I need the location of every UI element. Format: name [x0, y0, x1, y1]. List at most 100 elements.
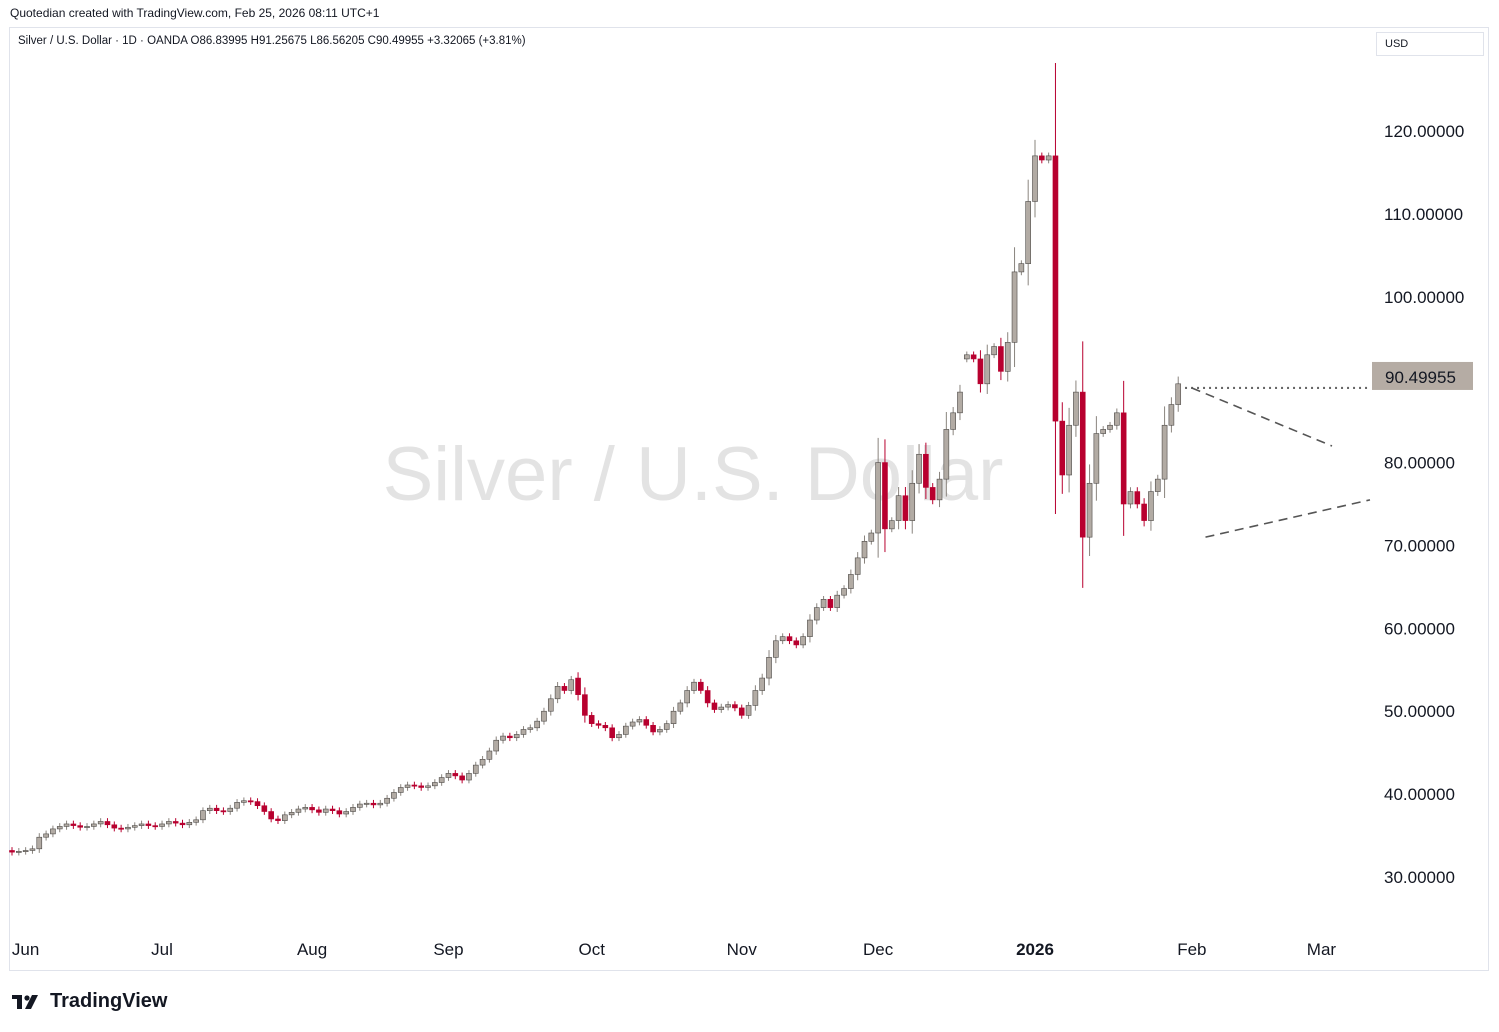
- candle-body: [391, 792, 397, 799]
- candle-body: [841, 588, 847, 596]
- candle-body: [691, 681, 697, 691]
- candle: [50, 825, 56, 838]
- candle: [84, 823, 90, 831]
- candle: [793, 637, 800, 649]
- candle-body: [131, 825, 138, 828]
- candle: [588, 712, 595, 727]
- candle: [350, 804, 356, 815]
- candle-body: [281, 814, 288, 821]
- candle-body: [575, 677, 581, 695]
- tradingview-brand[interactable]: TradingView: [12, 990, 167, 1013]
- time-tick-label: Oct: [578, 940, 605, 959]
- candle: [902, 487, 909, 530]
- candle: [657, 726, 663, 736]
- candle-body: [684, 690, 690, 704]
- candle-body: [704, 690, 711, 704]
- candle: [861, 535, 868, 564]
- candle: [609, 724, 615, 742]
- last-price-label: 90.49955: [1385, 368, 1456, 387]
- candle-body: [568, 679, 575, 691]
- candle-body: [793, 640, 800, 646]
- candle-body: [97, 821, 104, 825]
- upper-trendline[interactable]: [1191, 387, 1333, 447]
- candle: [418, 782, 425, 791]
- candle: [513, 731, 520, 742]
- candle: [1045, 152, 1052, 164]
- time-tick-label: Sep: [433, 940, 463, 959]
- candle-body: [882, 462, 888, 530]
- candle: [1141, 498, 1147, 527]
- candle: [684, 686, 690, 708]
- chart-caption: Quotedian created with TradingView.com, …: [10, 6, 380, 20]
- candle-body: [404, 784, 411, 788]
- time-axis[interactable]: Jun Jul Aug Sep Oct Nov Dec 2026 Feb Mar: [12, 940, 1336, 959]
- candle-body: [916, 453, 922, 484]
- candle-body: [1175, 383, 1182, 405]
- price-tick-label: 100.00000: [1384, 288, 1464, 307]
- candle: [998, 337, 1004, 381]
- candle-body: [650, 725, 656, 733]
- candle-body: [998, 346, 1004, 372]
- candle: [452, 770, 459, 780]
- candle-body: [357, 803, 363, 808]
- candle-body: [1127, 491, 1134, 505]
- candle: [479, 755, 486, 769]
- candle-body: [377, 802, 384, 806]
- candle: [1100, 426, 1106, 437]
- candle-body: [936, 478, 943, 501]
- candle-body: [895, 495, 902, 521]
- candle: [554, 682, 561, 704]
- candle: [711, 699, 718, 713]
- candle: [841, 585, 847, 599]
- candle-body: [22, 850, 29, 852]
- candle: [1079, 341, 1086, 588]
- candle-body: [1114, 412, 1120, 426]
- candle: [1127, 487, 1134, 509]
- candle-body: [950, 412, 956, 430]
- candle: [848, 569, 854, 594]
- candle-body: [984, 354, 991, 385]
- lower-trendline[interactable]: [1205, 499, 1371, 538]
- candle: [261, 802, 268, 815]
- candle: [411, 781, 418, 790]
- candle-body: [479, 758, 486, 766]
- candle-body: [363, 802, 370, 805]
- candle-body: [1018, 263, 1025, 273]
- candle: [663, 720, 670, 733]
- candle: [288, 809, 295, 819]
- candle-body: [91, 823, 97, 827]
- candle: [295, 805, 302, 816]
- candle: [302, 804, 309, 813]
- currency-button[interactable]: USD: [1376, 32, 1484, 56]
- candle-body: [813, 607, 820, 621]
- candle: [172, 818, 179, 827]
- candle-body: [152, 825, 159, 828]
- candle-body: [643, 719, 650, 726]
- price-axis[interactable]: 120.00000110.00000100.0000090.0000080.00…: [1372, 122, 1473, 887]
- candle: [227, 804, 234, 815]
- candle-body: [179, 822, 186, 826]
- candle: [643, 716, 650, 729]
- candle: [670, 706, 677, 729]
- candle: [732, 701, 738, 712]
- candle: [1018, 260, 1025, 276]
- candle-body: [745, 705, 752, 716]
- candle: [766, 650, 772, 686]
- candle-body: [186, 821, 193, 826]
- candle: [616, 731, 622, 742]
- candle: [547, 694, 554, 716]
- candle: [1004, 332, 1011, 382]
- candle: [159, 820, 165, 830]
- candle-body: [725, 704, 731, 708]
- candle: [322, 805, 329, 816]
- time-tick-label: Mar: [1307, 940, 1337, 959]
- time-tick-label: Dec: [863, 940, 894, 959]
- candle-body: [520, 729, 527, 735]
- time-tick-label: Aug: [297, 940, 327, 959]
- candle: [773, 634, 779, 664]
- candle: [820, 596, 827, 611]
- candle: [91, 820, 97, 830]
- symbol-legend: Silver / U.S. Dollar · 1D · OANDA O86.83…: [18, 35, 526, 47]
- time-tick-label: Jul: [151, 940, 173, 959]
